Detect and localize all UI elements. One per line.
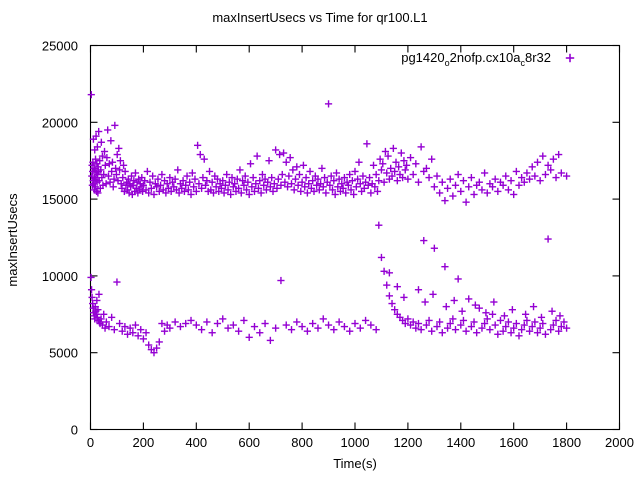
legend-part-sub2: c xyxy=(520,58,525,68)
x-tick-label: 1200 xyxy=(393,435,422,450)
legend-marker-plus xyxy=(565,53,575,63)
legend-label: pg1420o2nofp.cx10ac8r32 xyxy=(401,50,551,68)
y-tick-label: 20000 xyxy=(42,115,78,130)
y-tick-label: 0 xyxy=(71,423,78,438)
y-tick-label: 25000 xyxy=(42,39,78,54)
legend-part-suffix: 8r32 xyxy=(525,50,551,65)
axis-tick-marks xyxy=(89,44,621,431)
y-tick-label: 10000 xyxy=(42,269,78,284)
x-axis-title: Time(s) xyxy=(333,456,377,471)
x-axis-tick-labels: 0 200 400 600 800 1000 1200 1400 1600 1800 2000 xyxy=(87,435,634,450)
legend: pg1420o2nofp.cx10ac8r32 xyxy=(401,50,575,68)
x-tick-label: 0 xyxy=(87,435,94,450)
x-tick-label: 1800 xyxy=(552,435,581,450)
x-tick-label: 1600 xyxy=(499,435,528,450)
x-tick-label: 1400 xyxy=(446,435,475,450)
page-title: maxInsertUsecs vs Time for qr100.L1 xyxy=(212,10,428,25)
y-axis-title: maxInsertUsecs xyxy=(5,193,20,287)
y-axis-tick-labels: 0 5000 10000 15000 20000 25000 xyxy=(42,39,78,438)
x-tick-label: 2000 xyxy=(605,435,634,450)
legend-part-mid: 2nofp.cx10a xyxy=(450,50,522,65)
x-tick-label: 1000 xyxy=(341,435,370,450)
x-tick-label: 200 xyxy=(133,435,155,450)
x-tick-label: 400 xyxy=(185,435,207,450)
x-tick-label: 800 xyxy=(291,435,313,450)
y-tick-label: 5000 xyxy=(49,346,78,361)
plot-frame xyxy=(89,44,621,431)
legend-part-sub1: o xyxy=(445,58,450,68)
x-tick-label: 600 xyxy=(238,435,260,450)
data-point-markers xyxy=(87,91,571,357)
legend-part-prefix: pg1420 xyxy=(401,50,444,65)
y-tick-label: 15000 xyxy=(42,192,78,207)
